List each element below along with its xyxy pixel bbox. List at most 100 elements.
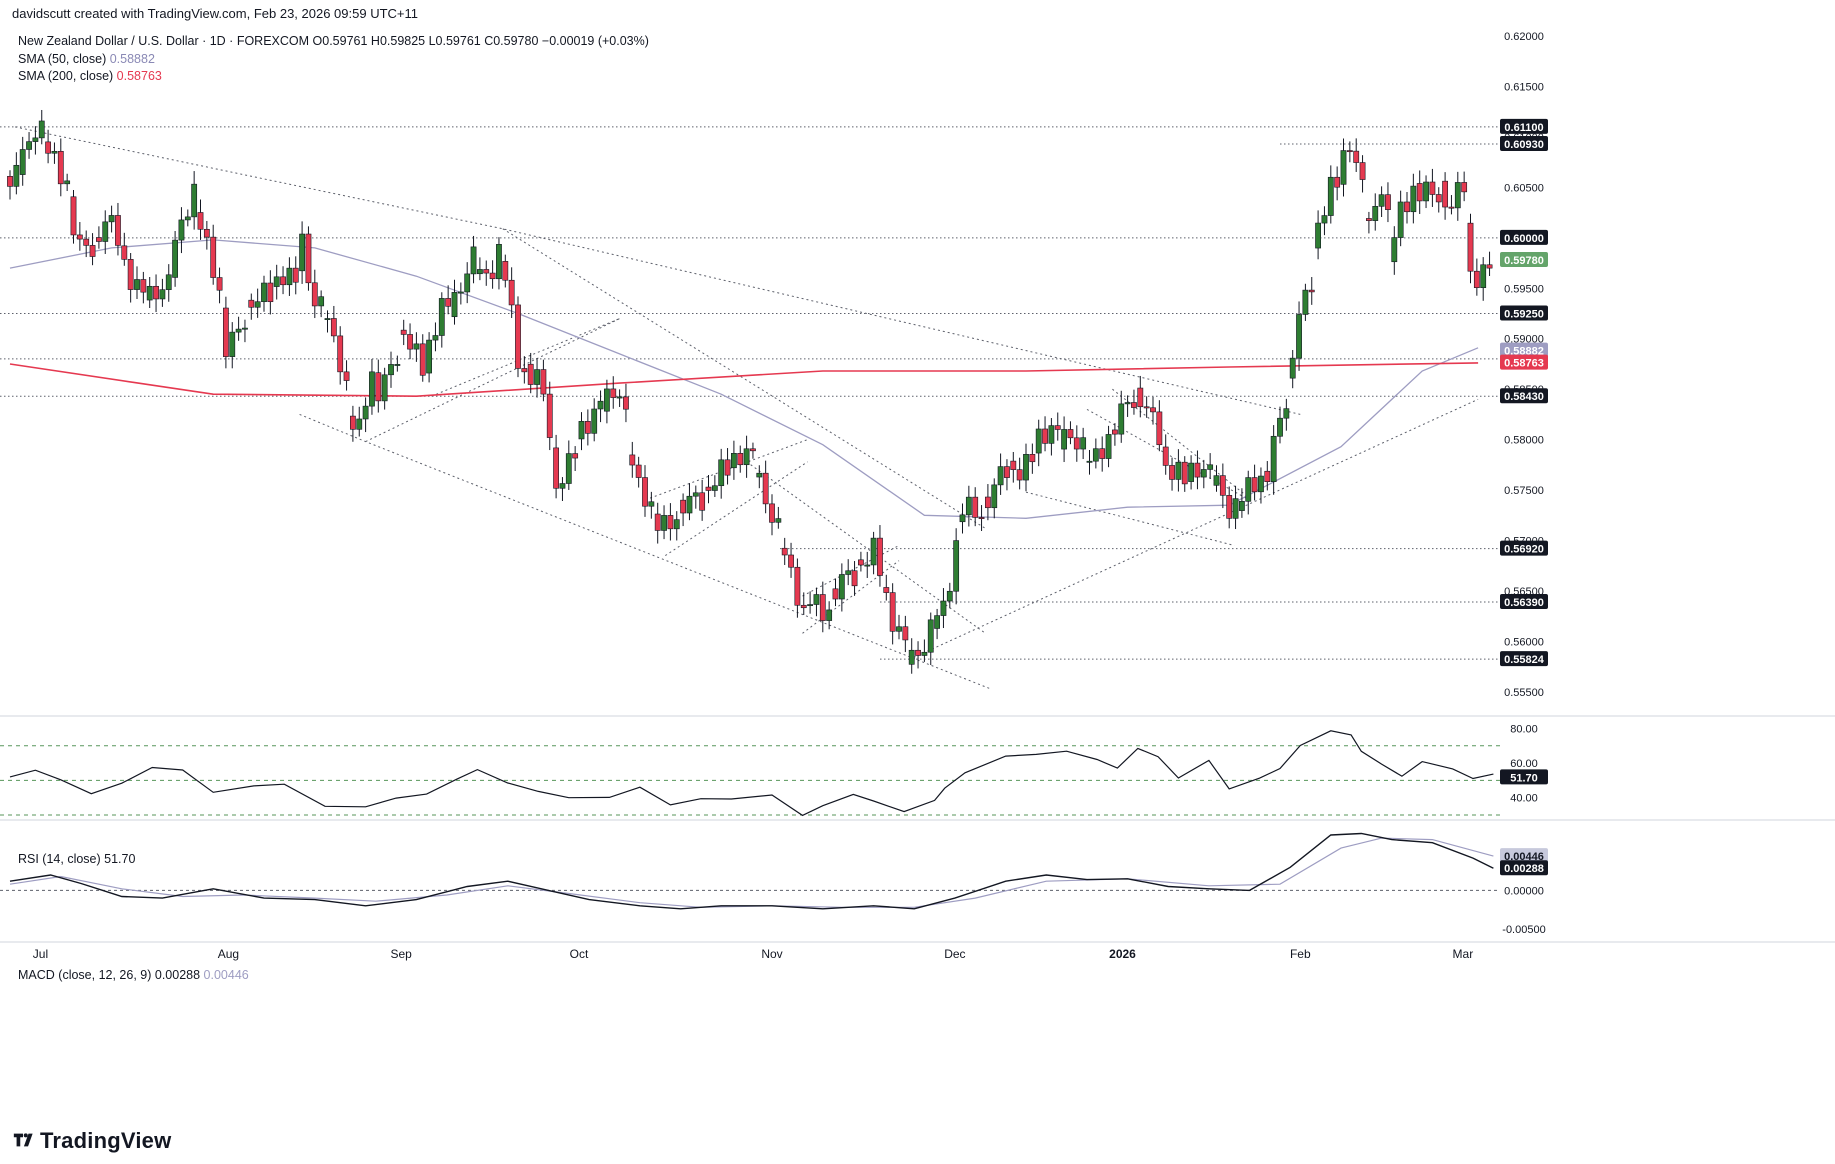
candle[interactable]: [896, 626, 902, 632]
candle[interactable]: [1486, 264, 1493, 269]
candle[interactable]: [775, 518, 782, 523]
candle[interactable]: [1232, 498, 1239, 519]
candle[interactable]: [1219, 475, 1226, 496]
candle[interactable]: [838, 574, 845, 600]
candle[interactable]: [502, 261, 509, 281]
candle[interactable]: [1067, 429, 1074, 439]
candle[interactable]: [832, 588, 839, 600]
candle[interactable]: [756, 472, 763, 478]
candle[interactable]: [883, 587, 890, 593]
candle[interactable]: [927, 619, 934, 653]
candle[interactable]: [1308, 289, 1315, 293]
rsi-line[interactable]: [9, 730, 1494, 817]
candle[interactable]: [1156, 411, 1163, 446]
candle[interactable]: [521, 368, 528, 373]
candle[interactable]: [902, 626, 909, 641]
candle[interactable]: [724, 459, 731, 476]
candle[interactable]: [711, 485, 718, 491]
candle[interactable]: [261, 282, 267, 303]
candle[interactable]: [489, 272, 496, 280]
candle[interactable]: [1054, 425, 1061, 430]
candle[interactable]: [534, 369, 540, 385]
candle[interactable]: [877, 537, 883, 576]
candle[interactable]: [1023, 454, 1029, 481]
candle[interactable]: [826, 609, 833, 621]
candle[interactable]: [400, 329, 407, 335]
candle[interactable]: [45, 141, 51, 154]
candle[interactable]: [235, 328, 242, 333]
candle[interactable]: [1334, 176, 1341, 188]
candle[interactable]: [184, 216, 191, 221]
candle[interactable]: [38, 120, 45, 139]
candle[interactable]: [134, 279, 140, 290]
candle[interactable]: [769, 503, 775, 523]
signal-line[interactable]: [9, 837, 1494, 908]
candle[interactable]: [1029, 454, 1036, 463]
candle[interactable]: [70, 196, 77, 236]
candle[interactable]: [191, 183, 198, 218]
candle[interactable]: [1251, 477, 1258, 493]
candle[interactable]: [991, 484, 998, 509]
candle[interactable]: [115, 215, 121, 246]
candle[interactable]: [870, 537, 877, 566]
candle[interactable]: [1016, 469, 1023, 481]
candle[interactable]: [940, 600, 947, 616]
candle[interactable]: [946, 590, 953, 602]
candle[interactable]: [210, 236, 217, 278]
candle[interactable]: [1435, 194, 1442, 203]
candle[interactable]: [64, 180, 71, 185]
candle[interactable]: [540, 369, 547, 395]
candle[interactable]: [750, 448, 756, 452]
candle[interactable]: [1378, 194, 1385, 207]
candle[interactable]: [1207, 464, 1214, 470]
candle[interactable]: [654, 513, 661, 531]
candle[interactable]: [623, 396, 629, 410]
candle[interactable]: [642, 477, 648, 507]
candle[interactable]: [1194, 462, 1201, 478]
candle[interactable]: [1086, 460, 1093, 463]
candle[interactable]: [1448, 206, 1455, 209]
candle[interactable]: [959, 514, 966, 523]
candle[interactable]: [984, 496, 991, 509]
candle[interactable]: [1118, 403, 1125, 435]
candle[interactable]: [292, 267, 299, 283]
candle[interactable]: [781, 547, 788, 556]
candle[interactable]: [96, 237, 102, 242]
candle[interactable]: [1099, 448, 1106, 459]
candle[interactable]: [1169, 465, 1175, 480]
candle[interactable]: [102, 221, 109, 242]
candle[interactable]: [788, 554, 794, 568]
candle[interactable]: [953, 540, 960, 592]
candle[interactable]: [1245, 477, 1252, 502]
candle[interactable]: [908, 649, 915, 665]
candle[interactable]: [1473, 270, 1480, 289]
candle[interactable]: [108, 215, 115, 223]
candle[interactable]: [629, 454, 636, 466]
candle[interactable]: [464, 273, 471, 293]
candle[interactable]: [553, 447, 559, 489]
candle[interactable]: [159, 289, 166, 300]
candle[interactable]: [203, 228, 210, 238]
candle[interactable]: [51, 151, 58, 154]
candle[interactable]: [1004, 466, 1010, 478]
candle[interactable]: [1404, 201, 1410, 213]
candle[interactable]: [229, 331, 236, 357]
candle[interactable]: [1264, 470, 1271, 482]
candle[interactable]: [445, 298, 452, 307]
candle[interactable]: [934, 615, 940, 629]
candle[interactable]: [337, 335, 344, 373]
candle[interactable]: [1143, 406, 1150, 409]
candle[interactable]: [1150, 407, 1156, 413]
candle[interactable]: [76, 234, 83, 240]
candle[interactable]: [496, 244, 502, 280]
candle[interactable]: [572, 453, 579, 459]
candle[interactable]: [527, 363, 534, 385]
candle[interactable]: [1137, 387, 1144, 408]
candle[interactable]: [457, 291, 464, 294]
candle[interactable]: [432, 335, 439, 341]
candle[interactable]: [1035, 428, 1042, 454]
candle[interactable]: [1391, 237, 1398, 263]
candle[interactable]: [1124, 402, 1131, 405]
candle[interactable]: [1429, 181, 1436, 195]
